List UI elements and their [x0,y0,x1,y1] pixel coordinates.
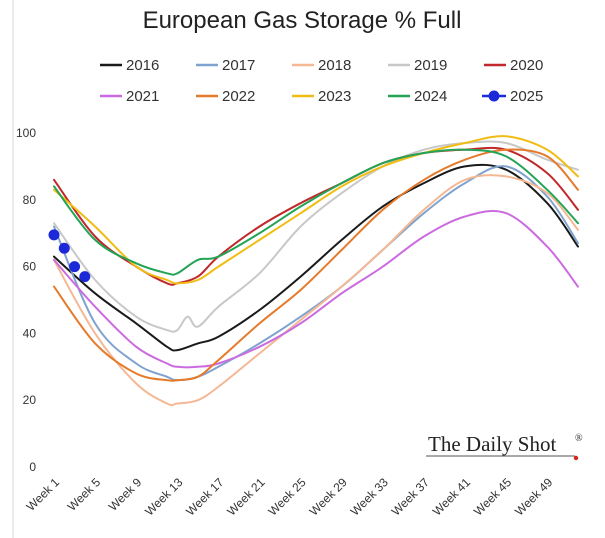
series-line-2019 [53,140,579,333]
legend-label-2017: 2017 [222,57,255,74]
y-tick-label: 20 [23,393,37,407]
legend-label-2023: 2023 [318,88,351,105]
x-tick-label: Week 45 [471,475,514,518]
series-lines [53,135,579,407]
y-axis-ticks: 0 20 40 60 80 100 [16,126,36,474]
legend-label-2024: 2024 [414,88,447,105]
series-line-2023 [53,135,579,285]
series-line-2017 [53,165,579,382]
legend-label-2020: 2020 [510,57,543,74]
series-point-2025-2 [69,261,81,273]
x-tick-label: Week 5 [65,475,104,514]
x-tick-label: Week 49 [512,475,555,518]
y-tick-label: 40 [23,326,37,340]
legend-label-2021: 2021 [126,88,159,105]
credit-text: The Daily Shot [428,432,556,456]
legend: 2016 2017 2018 2019 2020 2021 2022 2023 2024 2025 [100,57,543,105]
x-tick-label: Week 21 [224,475,267,518]
series-line-2018 [53,174,579,407]
legend-label-2016: 2016 [126,57,159,74]
series-line-2022 [53,148,579,382]
credit-red-dot [573,455,579,461]
series-markers [48,229,91,283]
x-tick-label: Week 41 [430,475,473,518]
legend-label-2019: 2019 [414,57,447,74]
legend-label-2018: 2018 [318,57,351,74]
x-tick-label: Week 9 [106,475,145,514]
series-line-2021 [53,210,579,369]
x-tick-label: Week 1 [24,475,63,514]
x-tick-label: Week 33 [348,475,391,518]
series-point-2025-0 [48,229,60,241]
x-tick-label: Week 29 [307,475,350,518]
series-line-2016 [53,163,579,352]
chart-title: European Gas Storage % Full [143,7,462,34]
legend-label-2025: 2025 [510,88,543,105]
credit-registered-mark: ® [575,433,583,444]
legend-label-2022: 2022 [222,88,255,105]
x-tick-label: Week 25 [265,475,308,518]
y-tick-label: 80 [23,193,37,207]
x-tick-label: Week 13 [142,475,185,518]
legend-marker-2025 [488,90,500,102]
y-tick-label: 0 [29,460,36,474]
series-line-2024 [53,148,579,276]
x-tick-label: Week 17 [183,475,226,518]
y-tick-label: 100 [16,126,36,140]
series-point-2025-1 [58,242,70,254]
y-tick-label: 60 [23,260,37,274]
x-tick-label: Week 37 [389,475,432,518]
series-point-2025-3 [79,271,91,283]
credit-logo: The Daily Shot ® [426,432,583,461]
